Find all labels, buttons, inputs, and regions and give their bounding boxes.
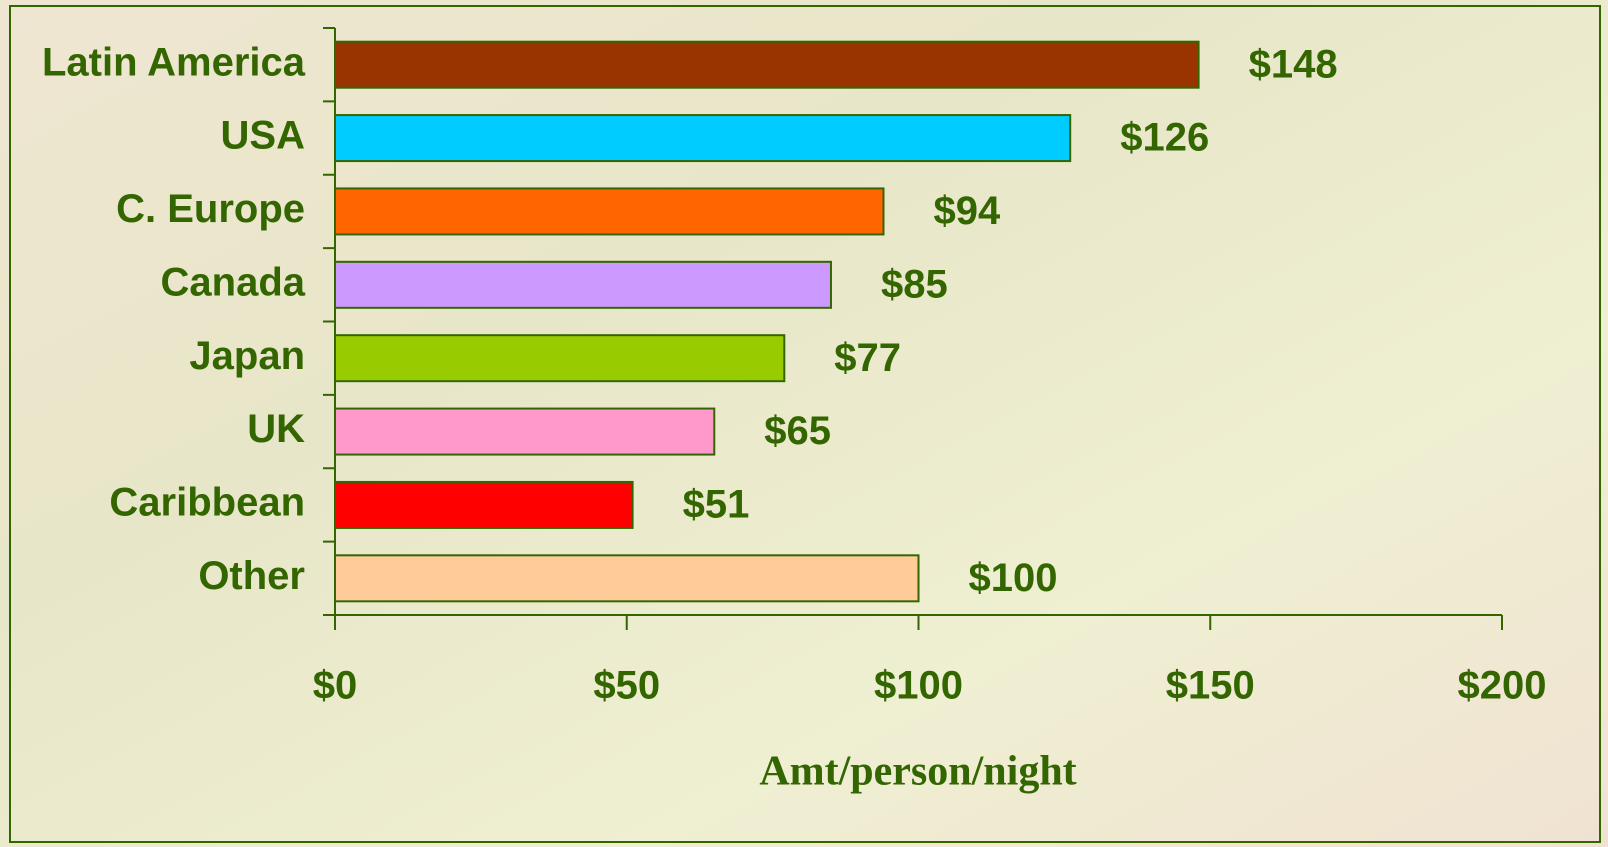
y-tick-label: UK — [247, 407, 305, 451]
x-tick-label: $100 — [874, 664, 963, 708]
bar — [334, 114, 1072, 163]
y-tick-label: Caribbean — [109, 481, 305, 525]
x-tick-label: $0 — [313, 664, 358, 708]
value-label: $65 — [764, 409, 831, 453]
y-tick-label: Japan — [189, 334, 305, 378]
x-tick-label: $50 — [593, 664, 660, 708]
x-tick-label: $200 — [1458, 664, 1547, 708]
value-label: $148 — [1249, 42, 1338, 86]
value-label: $85 — [881, 262, 948, 306]
bar — [334, 260, 832, 309]
bar — [334, 554, 920, 603]
bar — [334, 480, 634, 529]
y-tick-label: USA — [221, 114, 305, 158]
bar — [334, 334, 786, 383]
bar — [334, 407, 716, 456]
bar — [334, 187, 885, 236]
value-label: $126 — [1120, 116, 1209, 160]
value-label: $100 — [969, 556, 1058, 600]
value-label: $51 — [683, 483, 750, 527]
value-label: $94 — [933, 189, 1000, 233]
y-tick-label: Other — [198, 554, 305, 598]
y-tick-label: Latin America — [42, 40, 306, 84]
y-tick-label: Canada — [161, 260, 306, 304]
x-axis-label: Amt/person/night — [759, 749, 1076, 795]
y-tick-label: C. Europe — [116, 187, 305, 231]
bar — [334, 40, 1200, 89]
x-tick-label: $150 — [1166, 664, 1255, 708]
frame — [9, 5, 1601, 843]
value-label: $77 — [834, 336, 901, 380]
